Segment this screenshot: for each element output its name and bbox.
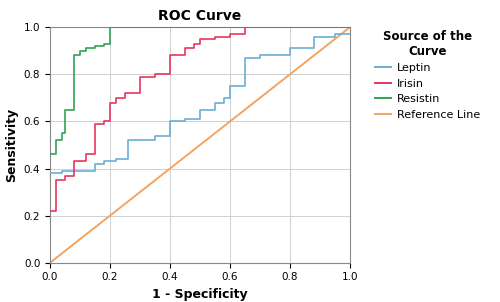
Legend: Leptin, Irisin, Resistin, Reference Line: Leptin, Irisin, Resistin, Reference Line	[375, 30, 480, 120]
X-axis label: 1 - Specificity: 1 - Specificity	[152, 288, 248, 301]
Title: ROC Curve: ROC Curve	[158, 9, 242, 23]
Y-axis label: Sensitivity: Sensitivity	[5, 108, 18, 182]
